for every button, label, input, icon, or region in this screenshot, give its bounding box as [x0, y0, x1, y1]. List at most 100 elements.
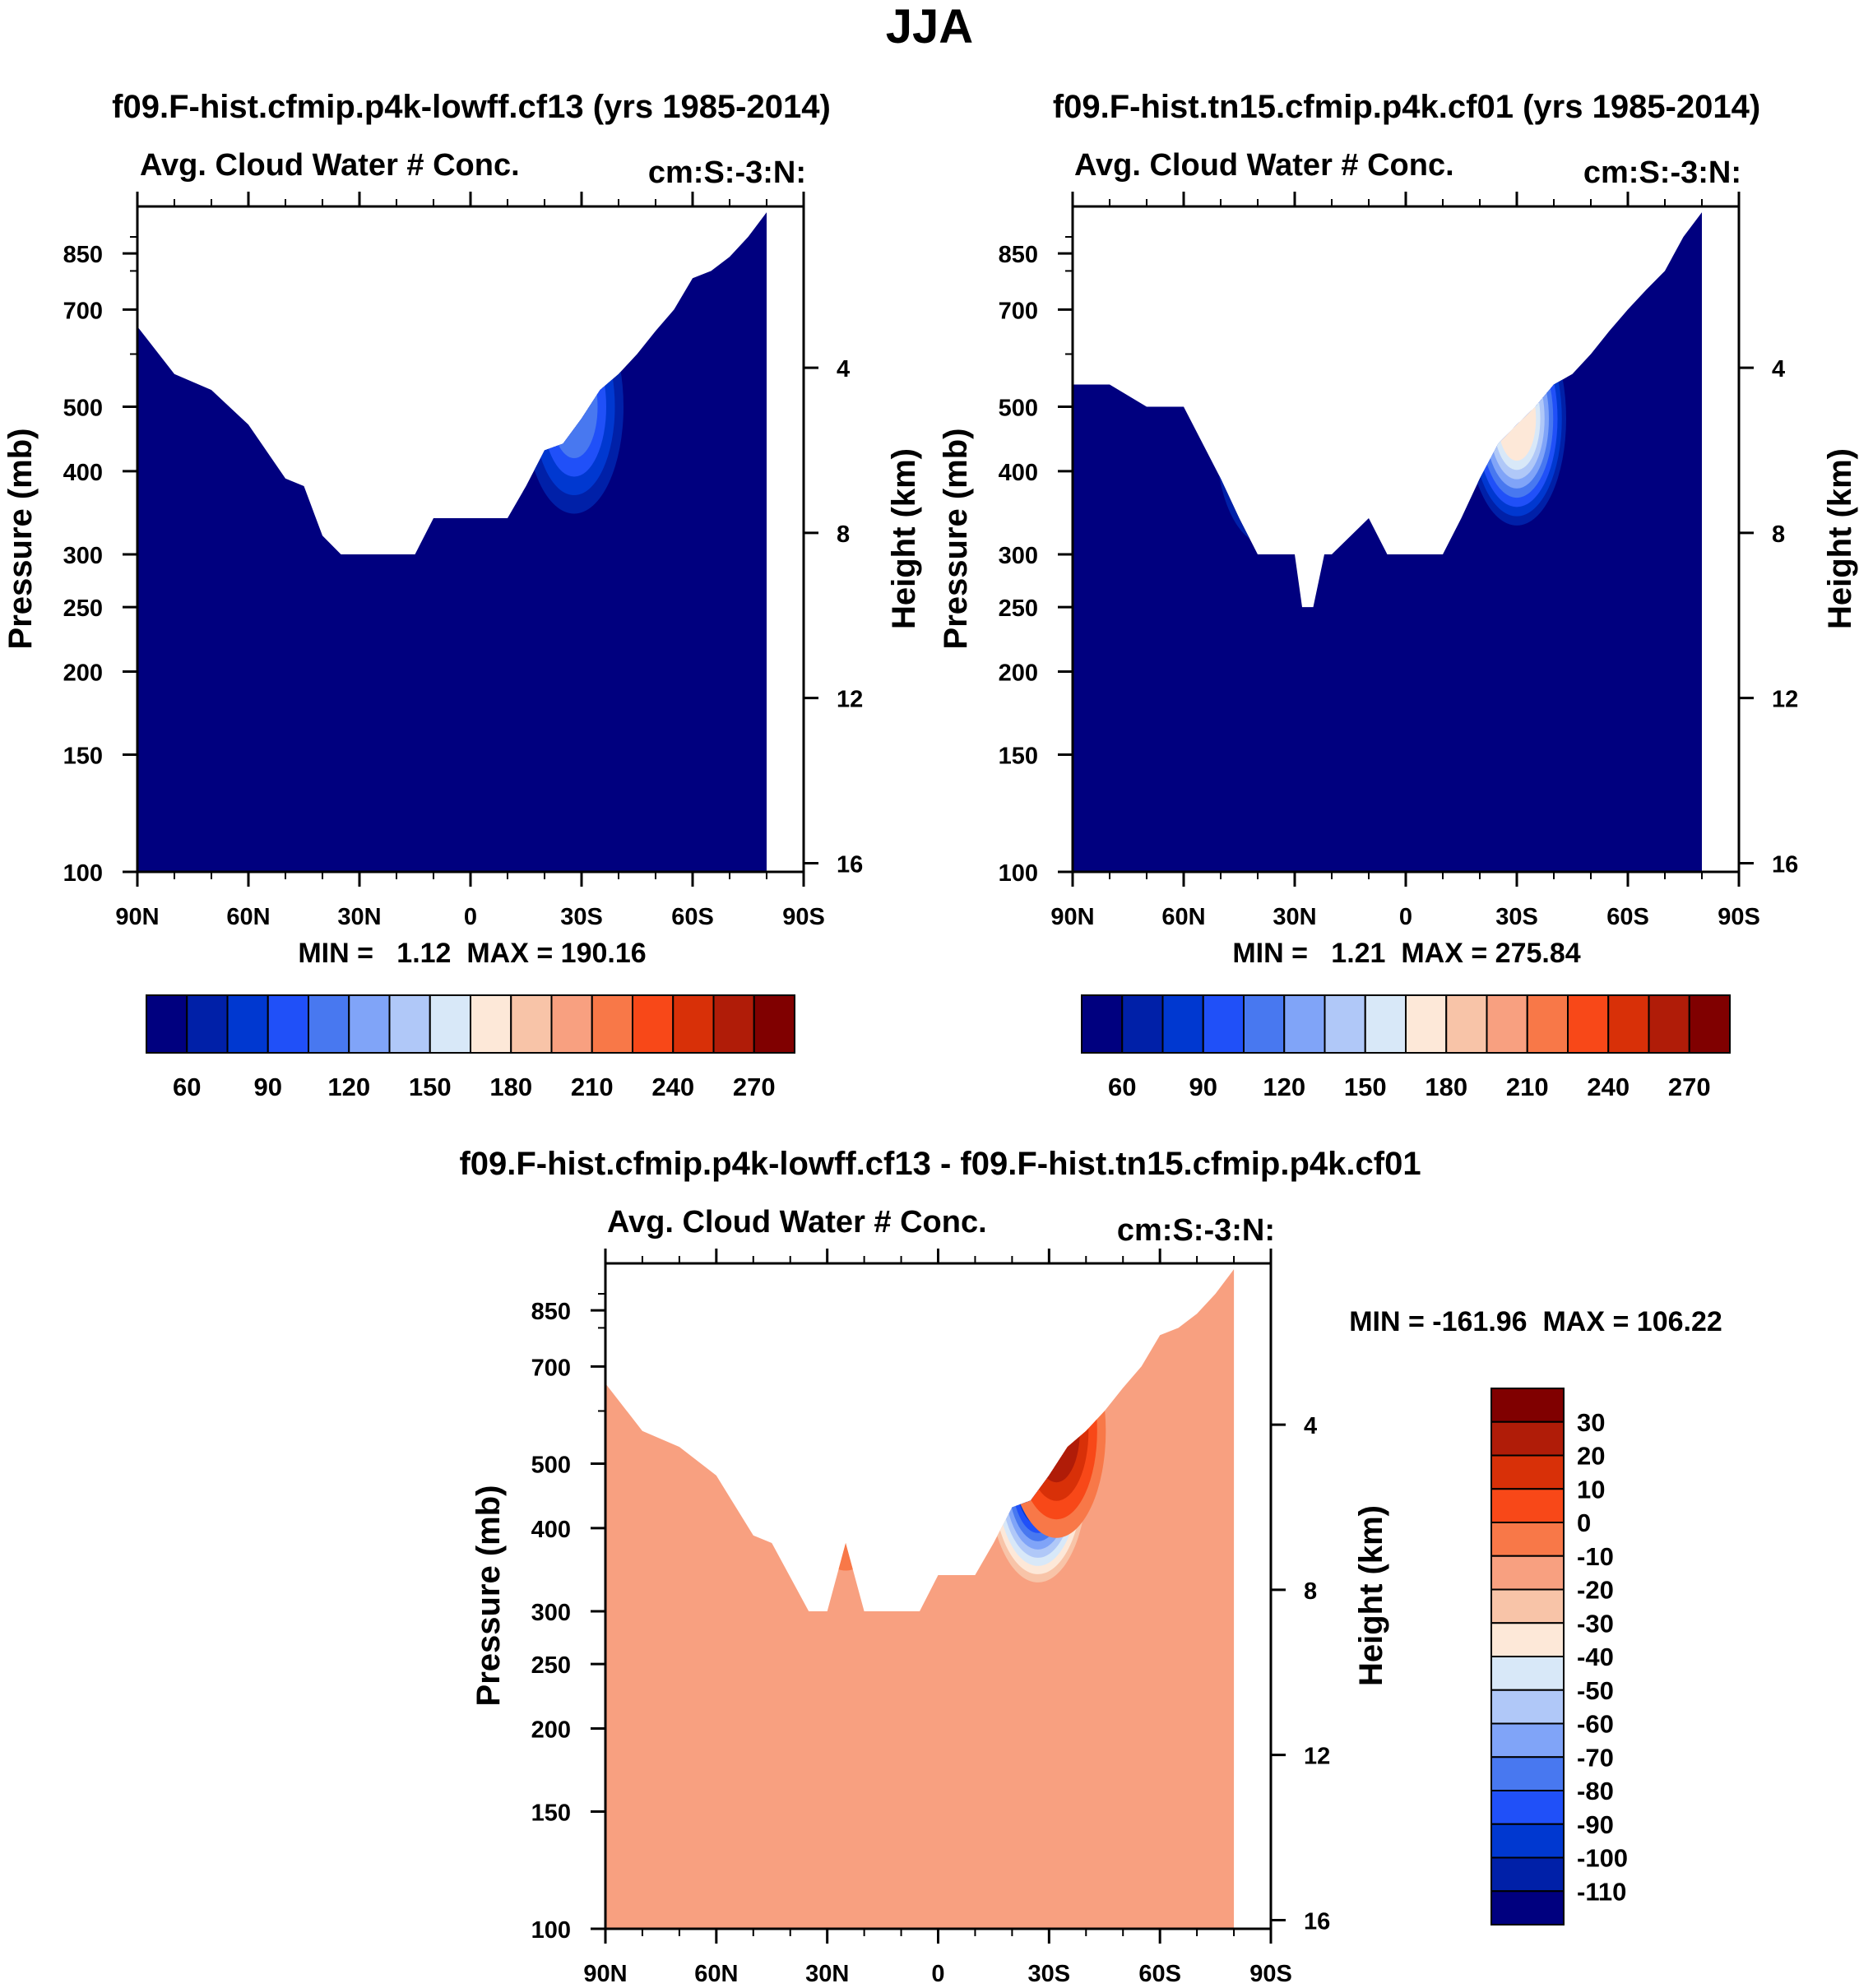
- colorbar-label: 120: [1263, 1073, 1305, 1101]
- colorbar-box: [1490, 1756, 1565, 1791]
- contour-feature-3-1: [1386, 212, 1485, 417]
- colorbar-box: [1405, 994, 1448, 1054]
- x-tick-label: 90N: [115, 904, 159, 930]
- colorbar-label: 30: [1577, 1408, 1605, 1437]
- y-tick-label: 500: [999, 396, 1038, 422]
- panel-title: f09.F-hist.cfmip.p4k-lowff.cf13 - f09.F-…: [459, 1146, 1421, 1182]
- contour-feature-5-5: [300, 212, 345, 270]
- colorbar-box: [470, 994, 512, 1054]
- y-right-tick-label: 16: [837, 851, 863, 878]
- colorbar-label: -70: [1577, 1743, 1614, 1772]
- figure-title: JJA: [886, 0, 973, 53]
- contour-feature-3-6: [1415, 264, 1456, 355]
- colorbar-label: 270: [733, 1073, 776, 1101]
- y-tick-label: 700: [63, 298, 103, 324]
- x-tick-label: 60S: [1138, 1961, 1181, 1987]
- y-tick-label: 500: [531, 1453, 571, 1479]
- colorbar-box: [1490, 1488, 1565, 1523]
- colorbar-box: [1526, 994, 1569, 1054]
- colorbar-box: [1490, 1790, 1565, 1825]
- colorbar-label: -90: [1577, 1810, 1614, 1839]
- contour-feature-2-5: [1228, 212, 1273, 285]
- colorbar-label: 10: [1577, 1475, 1605, 1504]
- colorbar-box: [1445, 994, 1488, 1054]
- colorbar-label: -60: [1577, 1710, 1614, 1739]
- y-right-tick-label: 4: [1772, 356, 1785, 382]
- colorbar-box: [1490, 1388, 1565, 1423]
- y-right-tick-label: 8: [1772, 521, 1785, 548]
- colorbar-box: [1490, 1522, 1565, 1557]
- y-tick-label: 150: [531, 1800, 571, 1827]
- colorbar-box: [308, 994, 350, 1054]
- y-tick-label: 300: [531, 1600, 571, 1626]
- contour-feature-3-3: [1398, 227, 1473, 392]
- right-string: cm:S:-3:N:: [648, 155, 806, 190]
- colorbar-label: 0: [1577, 1508, 1591, 1537]
- colorbar-label: -100: [1577, 1844, 1628, 1873]
- y-tick-label: 400: [999, 460, 1038, 486]
- y-tick-label: 300: [63, 543, 103, 569]
- panel-model-tn15: f09.F-hist.tn15.cfmip.p4k.cf01 (yrs 1985…: [938, 89, 1858, 1101]
- x-tick-label: 90S: [1718, 904, 1760, 930]
- contour-feature-1-1: [1216, 330, 1314, 544]
- left-string: Avg. Cloud Water # Conc.: [1074, 148, 1454, 183]
- contour-feature-2-4: [1222, 212, 1279, 300]
- stats-text: MIN = -161.96 MAX = 106.22: [1349, 1306, 1722, 1337]
- x-tick-label: 30N: [1273, 904, 1316, 930]
- contour-feature-2-3: [1214, 212, 1286, 315]
- y-axis-label-right: Height (km): [1353, 1505, 1389, 1686]
- colorbar-box: [1490, 1454, 1565, 1490]
- contour-feature-2-3: [837, 1309, 891, 1425]
- colorbar-label: -80: [1577, 1777, 1614, 1805]
- colorbar-box: [753, 994, 795, 1054]
- colorbar-label: 240: [651, 1073, 694, 1101]
- contour-feature-2-2: [400, 242, 482, 419]
- colorbar-box: [712, 994, 755, 1054]
- colorbar-box: [226, 994, 269, 1054]
- contour-feature-7-4: [1032, 1379, 1080, 1483]
- colorbar-box: [1567, 994, 1610, 1054]
- contour-feature-3-1: [796, 1356, 896, 1571]
- y-right-tick-label: 12: [837, 687, 863, 713]
- colorbar-label: 60: [173, 1073, 201, 1101]
- contour-feature-4-1: [925, 1269, 1025, 1474]
- y-tick-label: 250: [999, 595, 1038, 622]
- colorbar-label: 60: [1108, 1073, 1136, 1101]
- y-right-tick-label: 4: [1304, 1413, 1317, 1439]
- field-background: [137, 212, 767, 872]
- colorbar-label: -110: [1577, 1877, 1626, 1906]
- right-string: cm:S:-3:N:: [1583, 155, 1741, 190]
- x-tick-label: 60N: [226, 904, 270, 930]
- colorbar-box: [146, 994, 188, 1054]
- colorbar-box: [1490, 1823, 1565, 1859]
- x-tick-label: 30N: [805, 1961, 849, 1987]
- y-tick-label: 250: [63, 595, 103, 622]
- contour-feature-1-1: [318, 212, 416, 417]
- colorbar-box: [1490, 1856, 1565, 1893]
- y-tick-label: 300: [999, 543, 1038, 569]
- contour-feature-2-2: [826, 1284, 902, 1449]
- colorbar-box: [1121, 994, 1164, 1054]
- left-string: Avg. Cloud Water # Conc.: [607, 1205, 987, 1240]
- contour-feature-3-3: [462, 273, 516, 389]
- y-tick-label: 400: [531, 1517, 571, 1543]
- right-string: cm:S:-3:N:: [1117, 1213, 1275, 1248]
- colorbar-box: [1364, 994, 1407, 1054]
- contour-feature-5-2: [924, 1341, 989, 1481]
- colorbar-box: [348, 994, 391, 1054]
- stats-text: MIN = 1.21 MAX = 275.84: [1232, 938, 1580, 969]
- contour-feature-0-3: [726, 1269, 780, 1379]
- contour-feature-1-4: [1241, 386, 1289, 489]
- colorbar-box: [591, 994, 633, 1054]
- y-tick-label: 250: [531, 1652, 571, 1679]
- colorbar-label: -20: [1577, 1576, 1614, 1605]
- y-right-tick-label: 8: [837, 521, 850, 548]
- colorbar-label: 90: [254, 1073, 282, 1101]
- colorbar-box: [267, 994, 309, 1054]
- colorbar-box: [1081, 994, 1124, 1054]
- colorbar-label: 240: [1587, 1073, 1630, 1101]
- colorbar-box: [1490, 1622, 1565, 1657]
- colorbar-box: [1324, 994, 1366, 1054]
- left-string: Avg. Cloud Water # Conc.: [140, 148, 520, 183]
- x-tick-label: 90N: [583, 1961, 627, 1987]
